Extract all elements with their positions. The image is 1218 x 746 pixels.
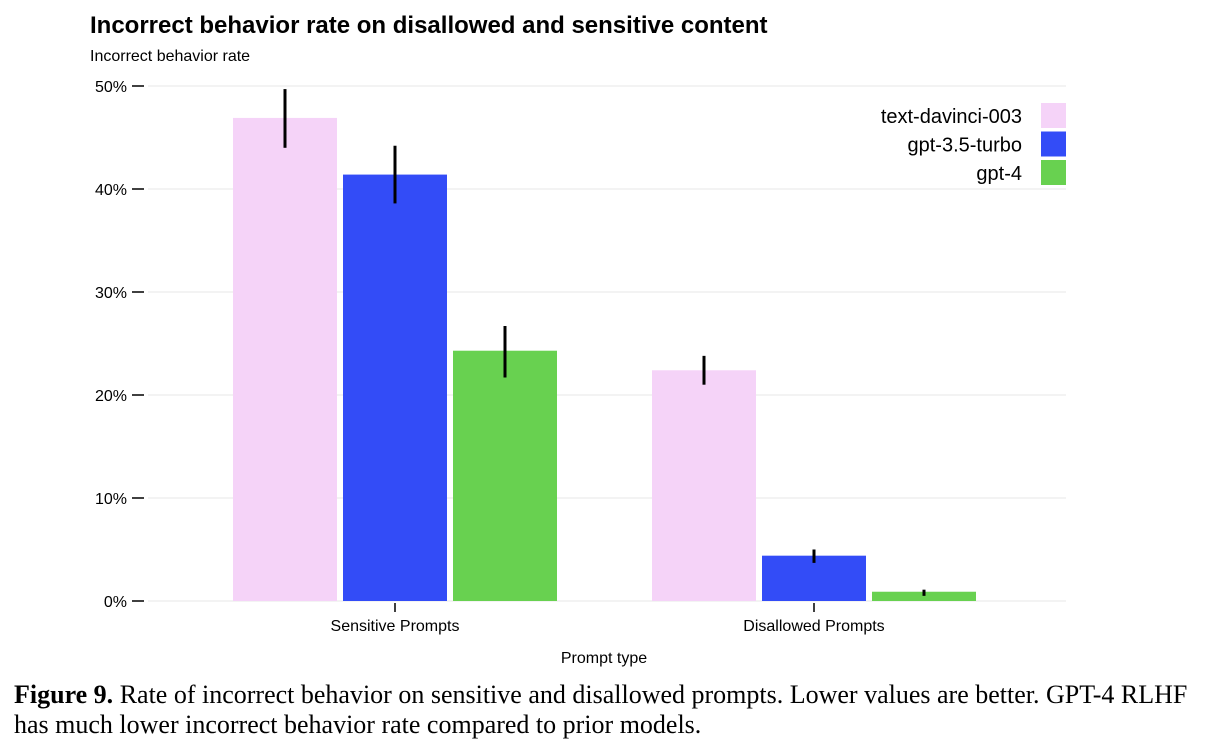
y-tick-label: 10% bbox=[95, 491, 127, 508]
x-tick-label: Sensitive Prompts bbox=[331, 618, 460, 635]
error-bars bbox=[283, 89, 926, 596]
y-tick-label: 40% bbox=[95, 182, 127, 199]
bars bbox=[233, 117, 976, 602]
y-axis-label: Incorrect behavior rate bbox=[90, 48, 250, 65]
legend-swatch bbox=[1041, 131, 1066, 157]
caption-text: Rate of incorrect behavior on sensitive … bbox=[14, 680, 1188, 739]
bar bbox=[453, 350, 557, 601]
y-tick-label: 20% bbox=[95, 388, 127, 405]
legend-label: gpt-4 bbox=[976, 163, 1022, 185]
legend-swatch bbox=[1041, 103, 1066, 128]
bar bbox=[233, 117, 337, 602]
legend-label: text-davinci-003 bbox=[881, 106, 1022, 128]
x-tick-label: Disallowed Prompts bbox=[743, 618, 884, 635]
x-axis-ticks: Sensitive Prompts Disallowed Prompts bbox=[331, 603, 885, 635]
bar bbox=[762, 555, 866, 601]
legend: text-davinci-003 gpt-3.5-turbo gpt-4 bbox=[881, 103, 1066, 185]
x-axis-label: Prompt type bbox=[561, 650, 647, 667]
chart: Incorrect behavior rate on disallowed an… bbox=[90, 12, 1066, 667]
y-tick-label: 0% bbox=[104, 594, 127, 611]
figure-caption: Figure 9. Rate of incorrect behavior on … bbox=[14, 680, 1210, 740]
bar bbox=[343, 174, 447, 601]
legend-swatch bbox=[1041, 160, 1066, 185]
figure-label: Figure 9. bbox=[14, 680, 114, 709]
y-tick-label: 50% bbox=[95, 79, 127, 96]
legend-label: gpt-3.5-turbo bbox=[907, 135, 1022, 157]
bar bbox=[652, 370, 756, 601]
y-axis-ticks: 0% 10% 20% 30% 40% 50% bbox=[95, 79, 144, 611]
y-tick-label: 30% bbox=[95, 285, 127, 302]
chart-title: Incorrect behavior rate on disallowed an… bbox=[90, 12, 768, 39]
bar bbox=[872, 591, 976, 601]
